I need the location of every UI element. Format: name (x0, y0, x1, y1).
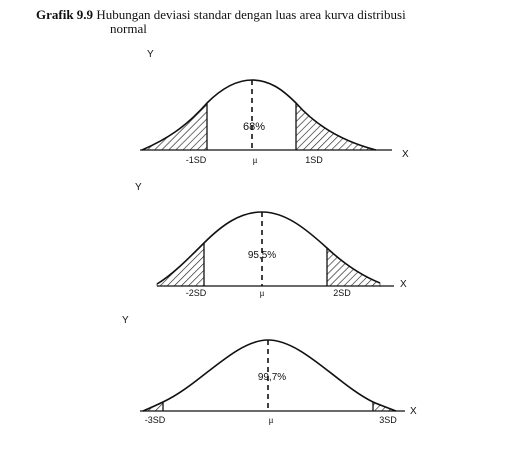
x-axis-label: X (402, 149, 409, 160)
left-sd-label: -3SD (145, 415, 166, 425)
percent-label: 99,7% (258, 372, 286, 383)
figure-caption: Grafik 9.9 Hubungan deviasi standar deng… (36, 8, 506, 36)
right-sd-label: 3SD (379, 415, 397, 425)
caption-label: Grafik 9.9 (36, 7, 94, 22)
x-axis-label: X (400, 279, 407, 290)
caption-text-line1: Hubungan deviasi standar dengan luas are… (96, 7, 406, 22)
x-axis-label: X (410, 406, 417, 417)
right-sd-label: 1SD (305, 155, 323, 165)
caption-text-line2: normal (110, 21, 147, 36)
panel-1sd: Y 68% -1SD μ 1SD X (140, 49, 409, 165)
left-sd-label: -2SD (186, 288, 207, 298)
y-axis-label: Y (135, 182, 142, 193)
mu-label: μ (253, 155, 258, 165)
left-tail-shaded (141, 102, 208, 151)
panel-2sd: Y 95,5% -2SD μ 2SD X (135, 182, 407, 298)
right-sd-label: 2SD (333, 288, 351, 298)
percent-label: 68% (243, 121, 265, 133)
right-tail-shaded (295, 102, 377, 151)
y-axis-label: Y (147, 49, 154, 60)
y-axis-label: Y (122, 315, 129, 326)
percent-label: 95,5% (248, 250, 276, 261)
left-sd-label: -1SD (186, 155, 207, 165)
mu-label: μ (260, 288, 265, 298)
mu-label: μ (269, 415, 274, 425)
panel-3sd: Y 99,7% -3SD μ 3SD X (122, 315, 417, 425)
